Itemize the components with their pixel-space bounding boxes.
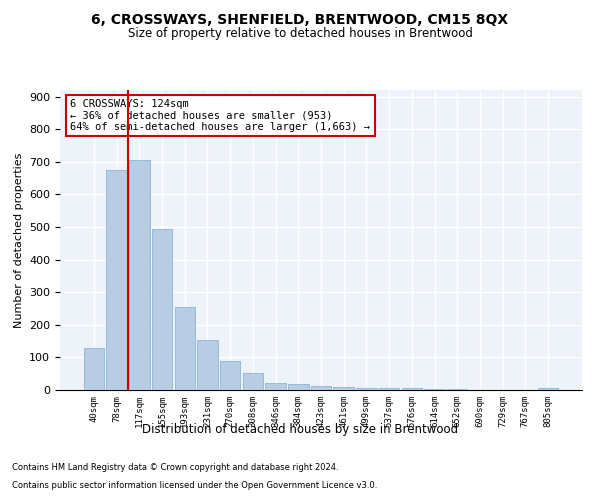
- Bar: [424, 388, 445, 390]
- Bar: [379, 388, 400, 390]
- Text: Contains HM Land Registry data © Crown copyright and database right 2024.: Contains HM Land Registry data © Crown c…: [12, 464, 338, 472]
- Bar: [401, 388, 422, 390]
- Bar: [288, 384, 308, 390]
- Bar: [265, 383, 286, 390]
- Bar: [152, 228, 172, 390]
- Bar: [175, 307, 195, 390]
- Bar: [538, 388, 558, 390]
- Bar: [356, 388, 377, 390]
- Bar: [220, 360, 241, 390]
- Text: 6, CROSSWAYS, SHENFIELD, BRENTWOOD, CM15 8QX: 6, CROSSWAYS, SHENFIELD, BRENTWOOD, CM15…: [91, 12, 509, 26]
- Text: Distribution of detached houses by size in Brentwood: Distribution of detached houses by size …: [142, 422, 458, 436]
- Y-axis label: Number of detached properties: Number of detached properties: [14, 152, 23, 328]
- Text: Size of property relative to detached houses in Brentwood: Size of property relative to detached ho…: [128, 28, 472, 40]
- Bar: [242, 373, 263, 390]
- Bar: [197, 340, 218, 390]
- Bar: [106, 170, 127, 390]
- Text: 6 CROSSWAYS: 124sqm
← 36% of detached houses are smaller (953)
64% of semi-detac: 6 CROSSWAYS: 124sqm ← 36% of detached ho…: [70, 99, 370, 132]
- Text: Contains public sector information licensed under the Open Government Licence v3: Contains public sector information licen…: [12, 481, 377, 490]
- Bar: [334, 387, 354, 390]
- Bar: [84, 348, 104, 390]
- Bar: [129, 160, 149, 390]
- Bar: [311, 386, 331, 390]
